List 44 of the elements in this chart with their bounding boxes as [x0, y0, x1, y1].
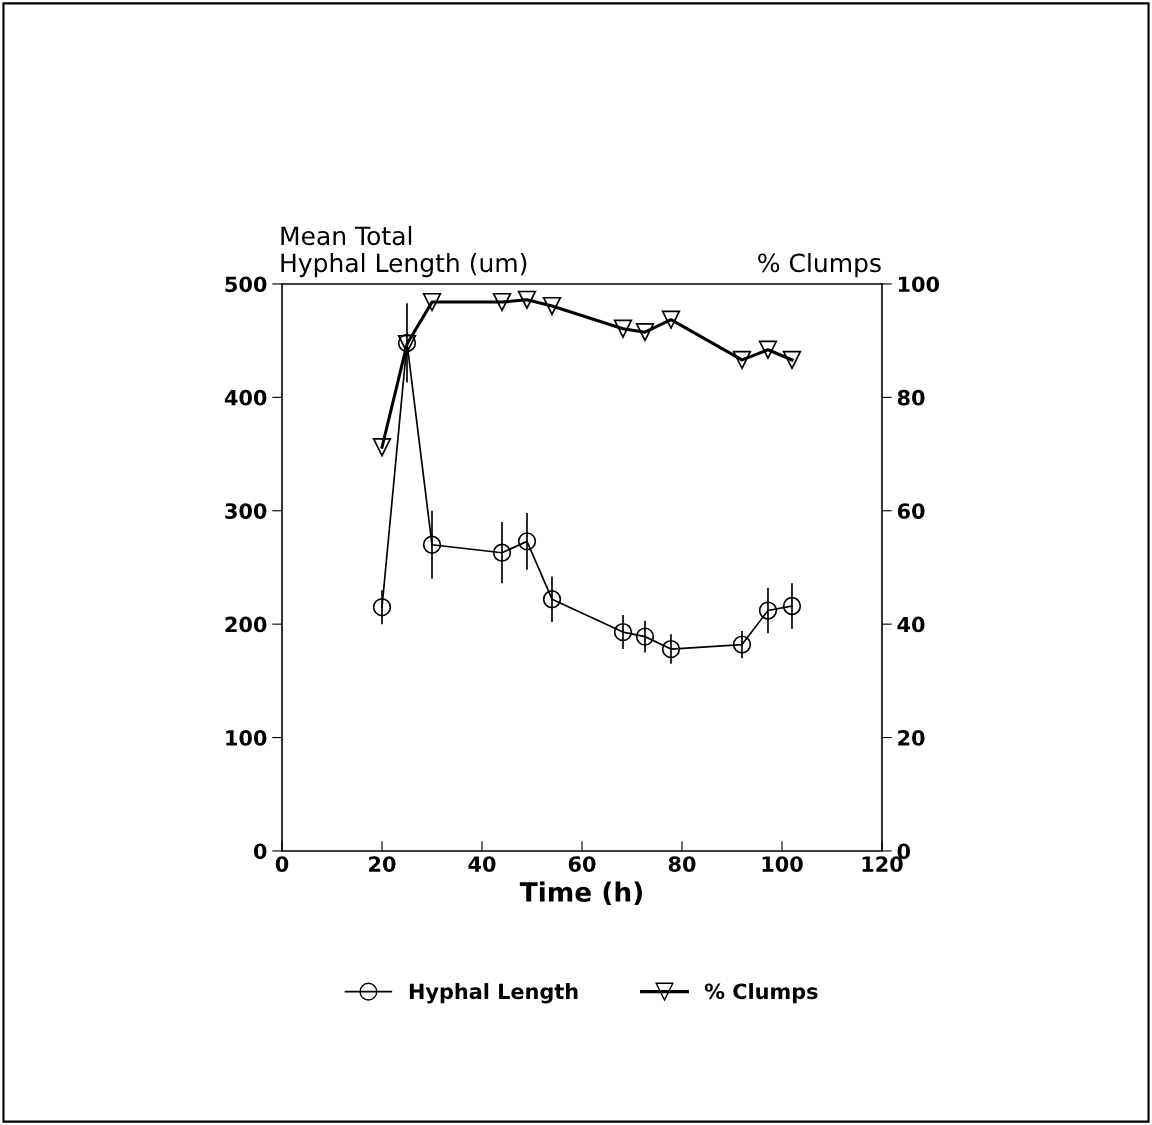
point — [492, 292, 512, 312]
y-axis-title: Mean Total Hyphal Length (um) — [281, 225, 527, 278]
y2-tick-label: 40 — [897, 616, 925, 633]
point — [758, 340, 778, 359]
point — [542, 296, 562, 316]
y2-tick-label: 80 — [897, 389, 925, 406]
point — [422, 292, 442, 312]
legend-label: Hyphal Length — [409, 983, 578, 1004]
point — [782, 350, 802, 370]
point — [732, 635, 752, 654]
x-tick-label: 40 — [468, 856, 496, 872]
point — [661, 310, 681, 329]
x-tick-label: 0 — [275, 856, 289, 872]
legend-label: % Clumps — [704, 983, 818, 1004]
y2-tick-label: 100 — [898, 276, 940, 293]
x-tick-label: 20 — [369, 856, 396, 872]
point — [635, 627, 655, 646]
point — [542, 590, 562, 609]
point — [782, 596, 802, 616]
point — [732, 350, 752, 370]
point — [372, 597, 392, 617]
point — [517, 532, 537, 551]
y-tick-label: 200 — [225, 616, 267, 633]
point — [517, 290, 537, 309]
point — [492, 543, 512, 562]
point — [372, 438, 392, 457]
x-tick-label: 100 — [762, 856, 803, 872]
y-tick-label: 400 — [224, 389, 267, 406]
point — [661, 639, 681, 659]
point — [422, 535, 442, 554]
y-tick-label: 0 — [253, 843, 267, 860]
y2-tick-label: 60 — [897, 503, 925, 519]
x-axis-title: Time (h) — [519, 881, 642, 906]
point — [613, 622, 633, 642]
y-tick-label: 100 — [226, 730, 267, 746]
point — [613, 319, 633, 338]
x-tick-label: 60 — [568, 856, 596, 872]
point — [635, 322, 655, 342]
y-tick-label: 300 — [225, 503, 267, 519]
y-tick-label: 500 — [225, 276, 267, 293]
y2-tick-label: 20 — [898, 730, 925, 746]
point — [758, 601, 778, 620]
x-tick-label: 80 — [668, 856, 696, 872]
y2-axis-title: % Clumps — [758, 252, 881, 278]
